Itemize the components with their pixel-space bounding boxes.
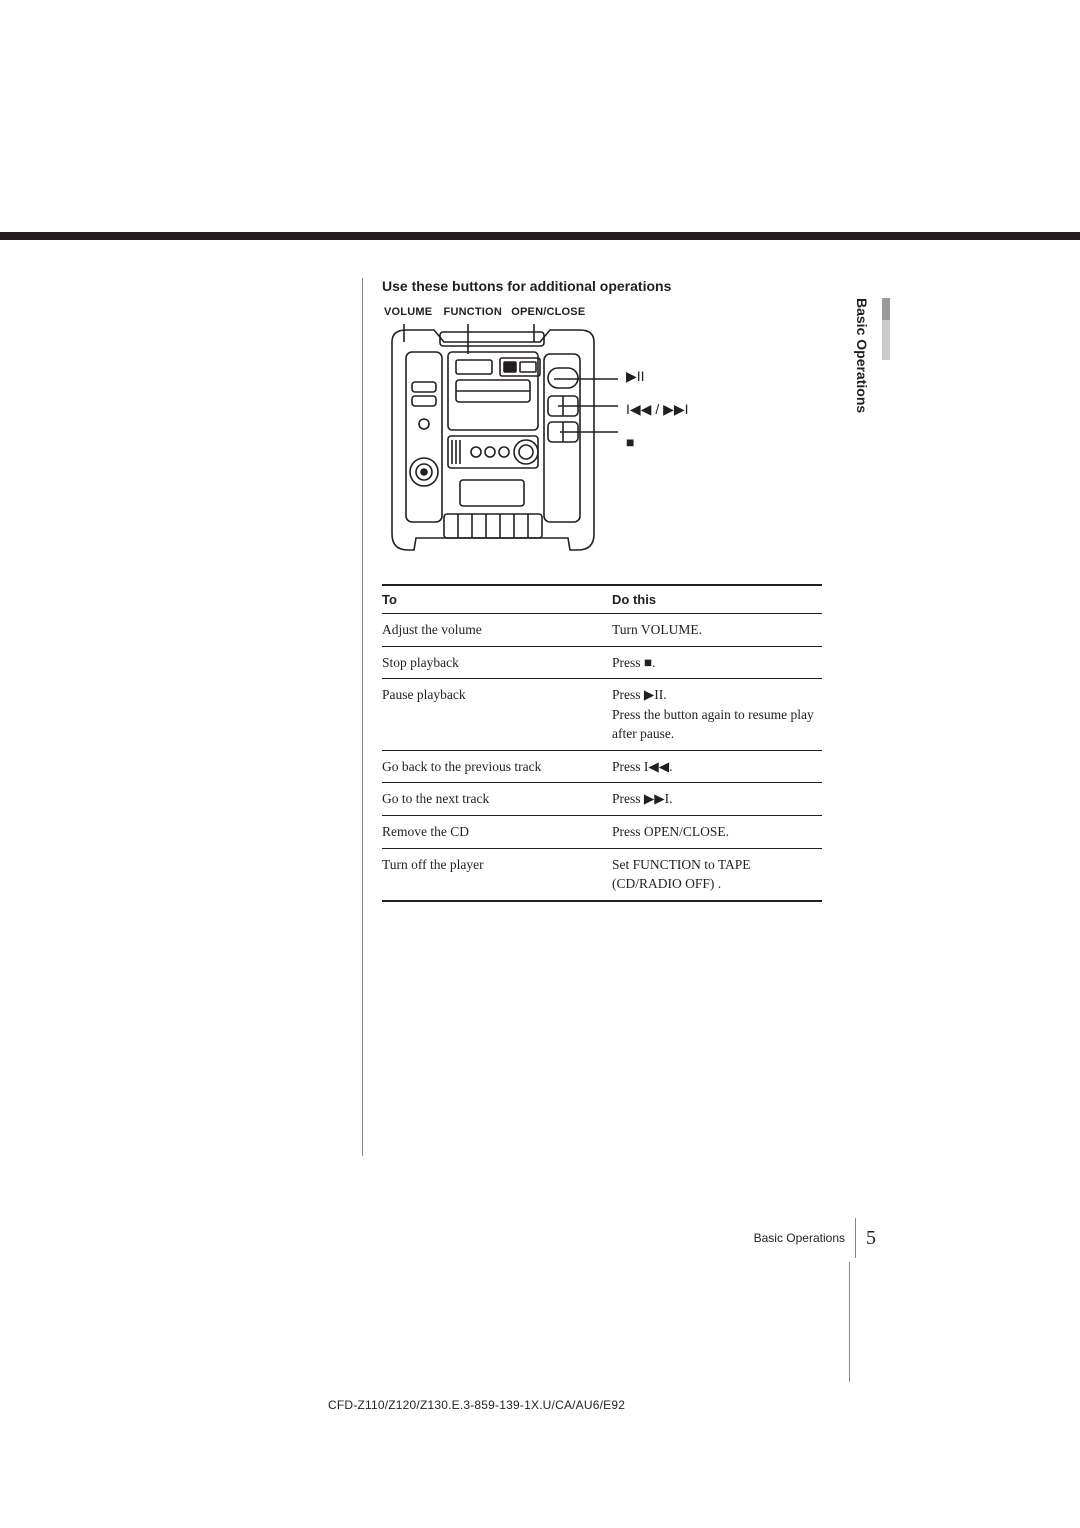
tab-bar-light — [882, 320, 890, 360]
page: Use these buttons for additional operati… — [0, 0, 1080, 1528]
glyph-prevnext: I◀◀ / ▶▶I — [626, 401, 689, 418]
cell-to: Go to the next track — [382, 783, 612, 816]
column-divider — [362, 278, 363, 1156]
table-row: Go back to the previous trackPress I◀◀. — [382, 750, 822, 783]
doc-code: CFD-Z110/Z120/Z130.E.3-859-139-1X.U/CA/A… — [328, 1398, 625, 1412]
glyph-stop: ■ — [626, 434, 689, 450]
cell-do: Press I◀◀. — [612, 750, 822, 783]
callout-openclose: OPEN/CLOSE — [511, 306, 585, 318]
cell-do: Press ▶II. Press the button again to res… — [612, 679, 822, 751]
page-number: 5 — [866, 1227, 876, 1250]
diagram-side-glyphs: ▶II I◀◀ / ▶▶I ■ — [626, 368, 689, 466]
table-row: Remove the CDPress OPEN/CLOSE. — [382, 815, 822, 848]
operations-table: To Do this Adjust the volumeTurn VOLUME.… — [382, 584, 822, 902]
footer-right: Basic Operations 5 — [754, 1218, 876, 1258]
cell-do: Turn VOLUME. — [612, 614, 822, 647]
device-diagram: ▶II I◀◀ / ▶▶I ■ — [382, 324, 822, 584]
device-svg — [382, 324, 822, 584]
tab-label: Basic Operations — [854, 298, 870, 413]
table-row: Go to the next trackPress ▶▶I. — [382, 783, 822, 816]
cell-do: Press OPEN/CLOSE. — [612, 815, 822, 848]
tab-bar-dark — [882, 298, 890, 320]
cell-to: Remove the CD — [382, 815, 612, 848]
table-row: Stop playbackPress ■. — [382, 646, 822, 679]
main-column: Use these buttons for additional operati… — [382, 278, 822, 902]
table-row: Adjust the volumeTurn VOLUME. — [382, 614, 822, 647]
cell-do: Set FUNCTION to TAPE (CD/RADIO OFF) . — [612, 848, 822, 901]
th-do: Do this — [612, 585, 822, 614]
diagram-callouts: VOLUME FUNCTION OPEN/CLOSE — [382, 306, 822, 318]
table-body: Adjust the volumeTurn VOLUME. Stop playb… — [382, 614, 822, 901]
cell-to: Stop playback — [382, 646, 612, 679]
cell-to: Turn off the player — [382, 848, 612, 901]
footer-vertical-rule — [849, 1262, 850, 1382]
callout-function: FUNCTION — [444, 306, 502, 318]
cell-to: Go back to the previous track — [382, 750, 612, 783]
footer-sep — [855, 1218, 856, 1258]
glyph-playpause: ▶II — [626, 368, 689, 385]
footer-section: Basic Operations — [754, 1231, 845, 1245]
header-rule — [0, 232, 1080, 240]
table-row: Pause playbackPress ▶II. Press the butto… — [382, 679, 822, 751]
table-row: Turn off the playerSet FUNCTION to TAPE … — [382, 848, 822, 901]
section-heading: Use these buttons for additional operati… — [382, 278, 822, 294]
cell-do: Press ■. — [612, 646, 822, 679]
cell-to: Pause playback — [382, 679, 612, 751]
callout-volume: VOLUME — [384, 306, 432, 318]
cell-to: Adjust the volume — [382, 614, 612, 647]
th-to: To — [382, 585, 612, 614]
cell-do: Press ▶▶I. — [612, 783, 822, 816]
